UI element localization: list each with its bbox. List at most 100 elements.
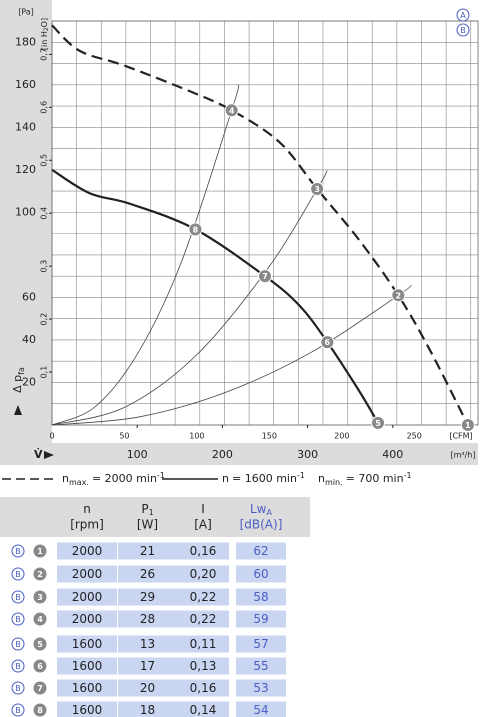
operating-point — [188, 222, 203, 237]
column-header: P1 — [141, 502, 153, 517]
x2-tick-label: 300 — [297, 448, 318, 461]
point-badge — [33, 567, 47, 581]
curve-badge-label: A — [460, 11, 466, 20]
cell-value: 26 — [140, 567, 155, 581]
operating-point — [258, 269, 272, 284]
cell-value: 28 — [140, 612, 155, 626]
curve-badge — [11, 567, 25, 581]
point-label: 6 — [325, 338, 331, 347]
table-cell — [236, 679, 286, 697]
axis-arrow — [14, 405, 22, 415]
table-cell — [236, 542, 286, 560]
curve-badge — [11, 544, 25, 558]
column-unit: [rpm] — [70, 518, 104, 532]
cell-value: 20 — [140, 681, 155, 695]
table-cell — [57, 701, 117, 717]
point-label: 1 — [465, 421, 471, 430]
cell-value: 58 — [253, 590, 268, 604]
cell-value: 1600 — [72, 681, 103, 695]
point-label: 8 — [193, 225, 199, 234]
y-tick-label: 160 — [15, 78, 36, 91]
table-cell — [236, 610, 286, 628]
column-header: LwA — [250, 502, 273, 517]
table-cell — [57, 588, 117, 606]
x-unit-label: [CFM] — [449, 432, 472, 441]
cell-value: 1600 — [72, 703, 103, 717]
cell-value: 2000 — [72, 544, 103, 558]
y-tick-label: 180 — [15, 35, 36, 48]
column-unit: [W] — [137, 518, 158, 532]
label-part: 2 — [43, 27, 50, 31]
point-badge — [33, 637, 47, 651]
y2-tick-label: 0,6 — [40, 101, 49, 114]
y-unit-label: [Pa] — [18, 8, 34, 17]
table-cell — [236, 635, 286, 653]
y-tick-label: 20 — [22, 375, 36, 388]
legend-label: nmin. = 700 min-1 — [318, 471, 412, 487]
y2-tick-label: 0,7 — [40, 48, 49, 61]
cell-value: 1600 — [72, 637, 103, 651]
cell-value: 57 — [253, 637, 268, 651]
point-badge — [33, 544, 47, 558]
y2-tick-label: 0,5 — [40, 154, 49, 167]
cell-value: 2000 — [72, 590, 103, 604]
operating-point — [310, 181, 325, 196]
curve-badge — [11, 637, 25, 651]
table-cell — [177, 588, 229, 606]
label-part: [in H — [40, 31, 49, 50]
table-cell — [118, 679, 177, 697]
point-badge-label: 3 — [37, 593, 43, 602]
column-header: I — [201, 502, 205, 516]
point-badge-label: 8 — [37, 706, 43, 715]
curve-badge-label: B — [15, 640, 21, 649]
cell-value: 55 — [253, 659, 268, 673]
table-cell — [57, 565, 117, 583]
curve-badge — [456, 23, 470, 37]
x2-unit-label: [m³/h] — [450, 451, 475, 460]
point-label: 5 — [375, 419, 381, 428]
point-badge — [33, 703, 47, 717]
curve-badge-label: B — [15, 615, 21, 624]
column-header: n — [83, 502, 91, 516]
y2-tick-label: 0,3 — [40, 260, 49, 273]
x-tick-label: 200 — [334, 432, 349, 441]
table-cell — [118, 610, 177, 628]
cell-value: 54 — [253, 703, 268, 717]
y-axis-label: Δ pfa — [11, 367, 26, 393]
table-cell — [177, 610, 229, 628]
curve-badge — [11, 612, 25, 626]
curve-badge — [11, 681, 25, 695]
table-cell — [177, 542, 229, 560]
table-cell — [57, 657, 117, 675]
axis-band — [0, 443, 478, 465]
label-part: I — [201, 502, 205, 516]
label-part: -1 — [404, 471, 412, 480]
curve-badge — [11, 590, 25, 604]
point-badge-label: 5 — [37, 640, 43, 649]
point-badge-label: 1 — [37, 547, 43, 556]
column-unit: [A] — [194, 518, 212, 532]
cell-value: 13 — [140, 637, 155, 651]
label-part: Lw — [250, 502, 267, 516]
point-label: 7 — [262, 272, 268, 281]
curve-badge — [11, 703, 25, 717]
table-cell — [236, 588, 286, 606]
label-part: min. — [325, 478, 343, 487]
label-part: = 700 min — [346, 472, 404, 485]
table-cell — [236, 657, 286, 675]
table-cell — [118, 635, 177, 653]
cell-value: 29 — [140, 590, 155, 604]
label-part: = 2000 min — [92, 472, 157, 485]
label-part: P — [141, 502, 148, 516]
y-tick-label: 100 — [15, 205, 36, 218]
point-badge — [33, 681, 47, 695]
cell-value: 0,11 — [190, 637, 217, 651]
label-part: max. — [69, 478, 89, 487]
point-badge-label: 7 — [37, 684, 43, 693]
label-part: n — [222, 472, 229, 485]
label-part: Δ p — [11, 375, 24, 393]
table-cell — [118, 588, 177, 606]
operating-point — [460, 418, 475, 432]
cell-value: 2000 — [72, 567, 103, 581]
point-badge — [33, 612, 47, 626]
